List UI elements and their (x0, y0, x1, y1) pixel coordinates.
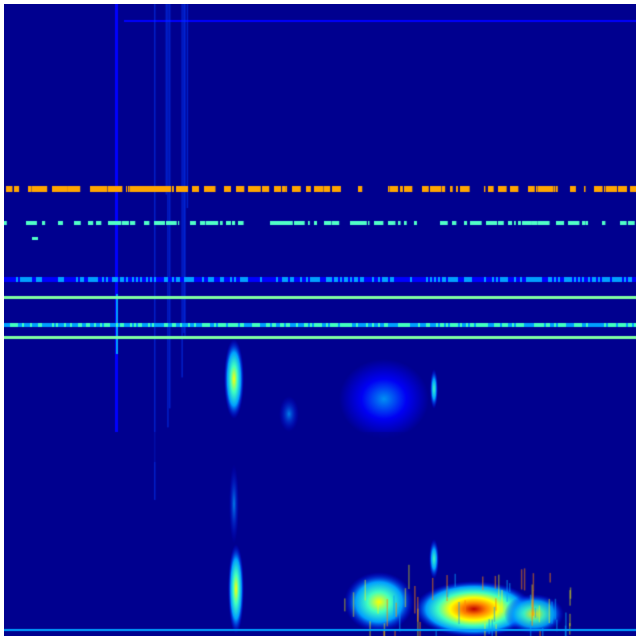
spectrogram-image (4, 4, 636, 636)
spectrogram-canvas (4, 4, 636, 636)
